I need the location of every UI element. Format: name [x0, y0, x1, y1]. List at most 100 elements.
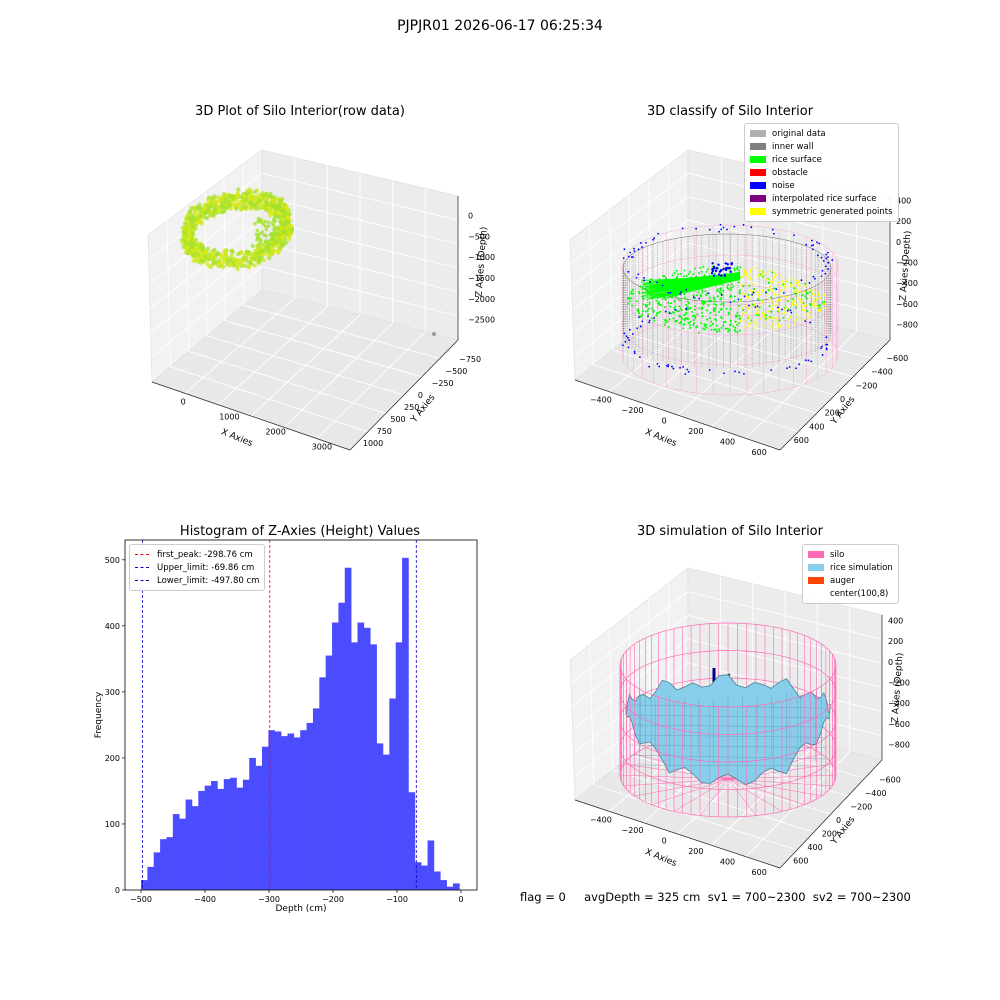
classified-point: [718, 290, 721, 293]
x-tick-label: −200: [622, 826, 644, 835]
classified-point: [781, 280, 784, 283]
classified-point: [741, 275, 744, 278]
data-point: [181, 227, 186, 232]
classified-point: [650, 317, 653, 319]
data-point: [271, 198, 277, 203]
classified-point: [728, 288, 731, 291]
classified-point: [746, 322, 749, 325]
classified-point: [795, 318, 798, 321]
classified-point: [676, 310, 679, 313]
classified-point: [769, 269, 772, 272]
classified-point: [684, 313, 687, 316]
classified-point: [770, 326, 773, 329]
classified-point: [667, 301, 670, 304]
inner-wall-top: [622, 233, 832, 303]
classified-point: [763, 313, 765, 316]
x-axis-label: X Axies: [643, 847, 678, 869]
classified-point: [638, 312, 641, 315]
z-tick-label: −2000: [468, 295, 495, 304]
data-point: [259, 239, 263, 244]
classified-point: [642, 303, 645, 306]
classified-point: [806, 310, 809, 313]
classified-point: [677, 273, 680, 276]
data-point: [216, 207, 222, 213]
classified-point: [740, 315, 743, 318]
classified-point: [805, 304, 808, 307]
classified-point: [648, 303, 651, 306]
classified-point: [801, 308, 804, 311]
classified-point: [762, 316, 765, 319]
classified-point: [821, 301, 824, 304]
x-tick-label: 0: [662, 836, 667, 845]
classified-point: [770, 296, 773, 299]
classified-point: [734, 320, 737, 323]
data-point: [254, 232, 259, 237]
classified-point: [747, 325, 749, 328]
classified-point: [716, 288, 719, 291]
data-point: [183, 240, 188, 245]
classified-point: [713, 303, 716, 306]
classified-point: [700, 270, 703, 273]
classified-point: [802, 302, 805, 304]
classified-point: [673, 306, 676, 309]
classified-point: [764, 273, 767, 276]
classified-point: [631, 288, 634, 291]
gridline: [261, 266, 459, 317]
classified-point: [811, 303, 814, 306]
classified-point: [722, 321, 725, 324]
classified-point: [715, 324, 718, 327]
classified-point: [650, 307, 653, 310]
classified-point: [694, 317, 697, 320]
data-point: [275, 232, 281, 237]
gridline: [151, 266, 263, 358]
classified-point: [709, 296, 711, 299]
classified-point: [692, 273, 695, 276]
data-point: [256, 260, 261, 265]
classified-point: [767, 317, 770, 320]
y-axis-line: [779, 339, 891, 451]
classified-point: [808, 315, 811, 318]
data-point: [228, 262, 233, 267]
classified-point: [638, 292, 641, 295]
classified-point: [686, 298, 689, 301]
classified-point: [757, 314, 760, 317]
classified-point: [707, 304, 710, 307]
classified-point: [777, 298, 779, 301]
classified-point: [792, 298, 794, 301]
classified-point: [689, 327, 692, 329]
legend-label: silo: [830, 549, 845, 560]
classified-point: [769, 285, 771, 288]
classified-point: [775, 304, 777, 306]
classified-point: [689, 307, 692, 310]
x-tick-label: 200: [688, 847, 703, 856]
classified-point: [789, 281, 792, 284]
classified-point: [769, 288, 772, 291]
classified-point: [733, 300, 736, 302]
data-point: [212, 198, 217, 203]
classified-point: [803, 309, 806, 312]
classified-point: [652, 311, 655, 313]
classified-point: [716, 289, 719, 292]
classified-point: [768, 298, 771, 300]
classified-point: [791, 301, 794, 304]
classified-point: [705, 270, 708, 273]
classified-point: [693, 314, 696, 317]
data-point: [264, 227, 269, 232]
classified-point: [784, 309, 787, 312]
data-point: [208, 203, 214, 208]
classified-point: [787, 308, 790, 311]
classified-point: [744, 326, 747, 329]
classified-point: [805, 292, 808, 295]
data-point: [264, 234, 269, 238]
classified-point: [698, 272, 700, 275]
classified-point: [778, 323, 781, 326]
data-point: [184, 224, 189, 229]
classified-point: [698, 307, 701, 310]
y-tick-label: 1000: [363, 439, 383, 448]
y-tick-label: −200: [850, 803, 872, 812]
classified-point: [743, 293, 746, 296]
classified-point: [672, 311, 675, 313]
classified-point: [776, 300, 779, 303]
classified-point: [757, 298, 760, 301]
classified-point: [727, 313, 730, 316]
